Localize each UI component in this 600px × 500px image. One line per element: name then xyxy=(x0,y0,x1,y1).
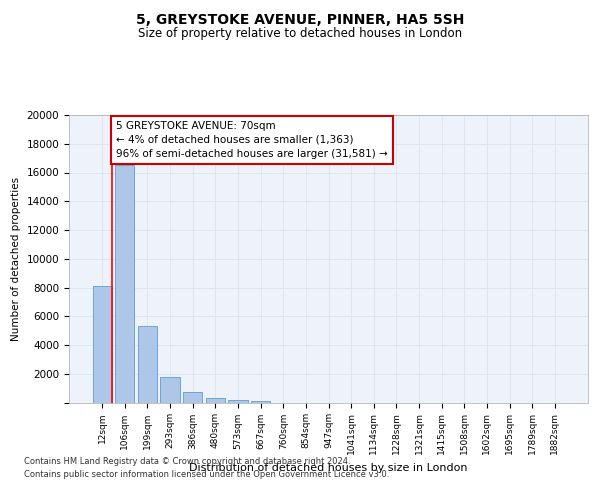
X-axis label: Distribution of detached houses by size in London: Distribution of detached houses by size … xyxy=(189,462,468,472)
Bar xyxy=(92,286,112,403)
Bar xyxy=(160,376,180,402)
Text: 5, GREYSTOKE AVENUE, PINNER, HA5 5SH: 5, GREYSTOKE AVENUE, PINNER, HA5 5SH xyxy=(136,12,464,26)
Text: 5 GREYSTOKE AVENUE: 70sqm
← 4% of detached houses are smaller (1,363)
96% of sem: 5 GREYSTOKE AVENUE: 70sqm ← 4% of detach… xyxy=(116,120,388,159)
Bar xyxy=(115,166,134,402)
Text: Contains HM Land Registry data © Crown copyright and database right 2024.: Contains HM Land Registry data © Crown c… xyxy=(24,458,350,466)
Bar xyxy=(138,326,157,402)
Y-axis label: Number of detached properties: Number of detached properties xyxy=(11,176,21,341)
Text: Size of property relative to detached houses in London: Size of property relative to detached ho… xyxy=(138,28,462,40)
Bar xyxy=(183,392,202,402)
Bar xyxy=(229,400,248,402)
Text: Contains public sector information licensed under the Open Government Licence v3: Contains public sector information licen… xyxy=(24,470,389,479)
Bar xyxy=(251,401,270,402)
Bar xyxy=(206,398,225,402)
